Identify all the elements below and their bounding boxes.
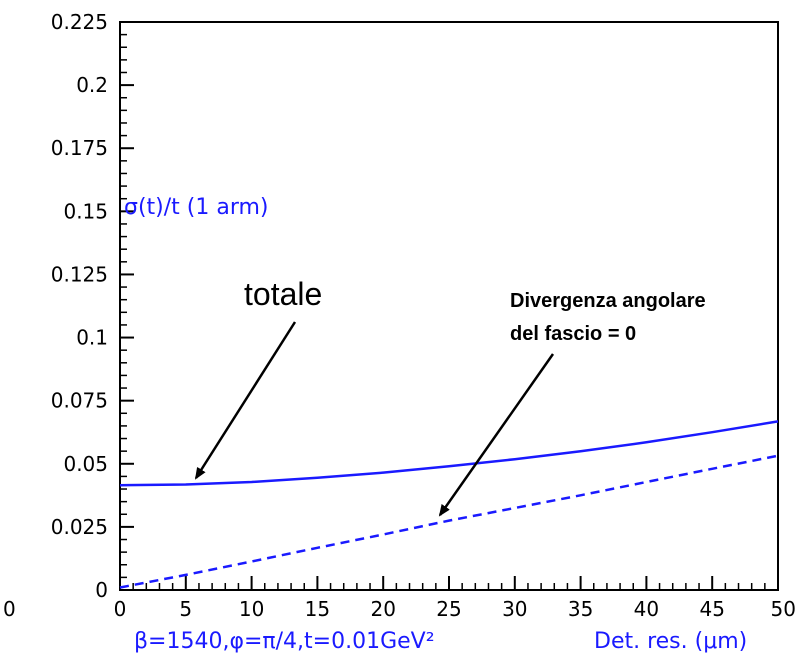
arrow-totale [194, 321, 297, 480]
x-axis-params: β=1540,φ=π/4,t=0.01GeV² [134, 629, 435, 654]
x-axis-label: Det. res. (μm) [594, 629, 747, 654]
x-tick-label: 0 [114, 597, 127, 621]
y-tick-label: 0.1 [76, 326, 108, 350]
y-tick-label: 0.125 [51, 262, 108, 286]
annotation-divergenza-line2: del fascio = 0 [510, 323, 636, 345]
x-tick-label: 45 [699, 597, 724, 621]
x-tick-label: 10 [239, 597, 264, 621]
y-axis-ticks: 0 0.025 0.05 0.075 0.1 0.125 0.15 0.175 0.2 0.225 [51, 10, 134, 602]
x-tick-label: 35 [568, 597, 593, 621]
arrow-divergenza [438, 353, 555, 517]
y-tick-label: 0.05 [63, 452, 108, 476]
x-tick-label: 40 [634, 597, 659, 621]
y-tick-label: 0.075 [51, 389, 108, 413]
y-tick-label: 0.025 [51, 515, 108, 539]
y-tick-label: 0.175 [51, 136, 108, 160]
series-layer [119, 420, 779, 589]
x-tick-label: 15 [305, 597, 330, 621]
x-tick-label: 50 [771, 597, 796, 621]
x-tick-label: 25 [436, 597, 461, 621]
x-tick-label: 20 [370, 597, 395, 621]
series-line-solid [119, 420, 779, 487]
y-tick-label: 0.15 [63, 199, 108, 223]
y-tick-label: 0.225 [51, 10, 108, 34]
stray-left-label: 0 [3, 597, 16, 621]
inplot-label: σ(t)/t (1 arm) [124, 195, 269, 220]
annotation-totale: totale [244, 276, 322, 312]
x-tick-label: 5 [179, 597, 192, 621]
annotation-divergenza-line1: Divergenza angolare [510, 290, 706, 312]
y-tick-label: 0.2 [76, 73, 108, 97]
y-tick-label: 0 [95, 578, 108, 602]
x-tick-label: 30 [502, 597, 527, 621]
series-line-dashed [119, 454, 779, 589]
x-axis-ticks: 0 5 10 15 20 25 30 35 40 45 50 [114, 576, 796, 621]
